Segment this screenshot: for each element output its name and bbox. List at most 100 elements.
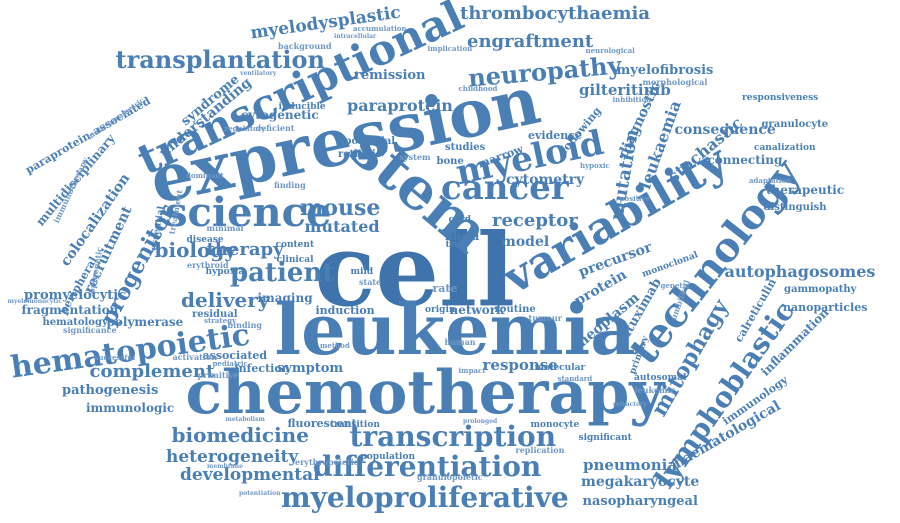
word-imaging: imaging [257, 291, 313, 305]
word-rate: rate [432, 281, 458, 295]
word-differentiation: differentiation [313, 450, 542, 483]
word-system: system [399, 152, 431, 162]
word-autophagosomes: autophagosomes [724, 262, 876, 281]
word-science: science [165, 189, 332, 236]
word-gilteritinib: gilteritinib [579, 80, 671, 99]
word-metabolism: metabolism [225, 416, 265, 423]
word-nanoparticles: nanoparticles [783, 300, 868, 314]
word-studies: studies [445, 142, 486, 153]
word-developmental: developmental [180, 464, 320, 485]
word-granulopoietic: granulopoietic [417, 472, 483, 482]
word-evidence: evidence [528, 128, 582, 142]
word-inhibition: inhibition [612, 94, 652, 104]
word-monocyte: monocyte [530, 419, 580, 430]
word-associated: associated [202, 348, 268, 362]
word-potentiation: potentiation [239, 490, 281, 497]
word-potential: potential [344, 136, 396, 147]
word-inducible: inducible [278, 101, 326, 112]
word-disease: disease [186, 234, 224, 245]
word-childhood: childhood [458, 83, 498, 93]
word-complement: complement [89, 361, 215, 382]
word-retinoic: retinoic [338, 149, 382, 160]
word-hematology: hematology [42, 317, 108, 328]
word-granulocyte: granulocyte [761, 119, 829, 130]
word-immunologic: immunologic [86, 401, 175, 415]
word-test: test [445, 239, 465, 250]
word-impact: impact [458, 365, 486, 375]
word-morphological: morphological [642, 77, 708, 87]
word-responsiveness: responsiveness [742, 92, 819, 103]
word-finding: finding [274, 180, 306, 190]
word-cytogenetic: cytogenetic [241, 108, 319, 122]
word-content: content [275, 239, 315, 250]
word-standard: standard [557, 373, 593, 383]
word-leukemia: leukemia [274, 288, 636, 371]
word-pneumonia: pneumonia [583, 455, 678, 474]
word-distinguish: distinguish [763, 202, 827, 213]
word-origin: origin [425, 304, 456, 315]
word-response: response [482, 355, 558, 374]
word-fluorescent: fluorescent [287, 416, 357, 430]
word-polymerase: polymerase [106, 315, 184, 329]
word-mild: mild [350, 266, 374, 277]
word-replication: replication [515, 445, 565, 455]
word-thrombocythaemia: thrombocythaemia [460, 3, 651, 24]
word-therapy: therapy [206, 239, 284, 260]
word-human: human [444, 337, 476, 347]
word-paraprotein: paraprotein [347, 96, 453, 115]
word-nasopharyngeal: nasopharyngeal [582, 493, 698, 509]
word-myeloproliferative: myeloproliferative [281, 481, 569, 514]
word-dominant: dominant [186, 170, 224, 180]
word-significant: significant [578, 432, 632, 443]
word-therapeutic: therapeutic [766, 183, 845, 197]
word-state: state [359, 277, 382, 287]
word-promyelocytic: promyelocytic [24, 287, 127, 303]
word-residual: residual [192, 309, 238, 320]
word-pediatric: pediatric [212, 358, 248, 368]
word-blood: blood [445, 229, 480, 243]
word-membrane: membrane [207, 463, 243, 470]
word-gammopathy: gammopathy [784, 284, 857, 295]
word-erythroid: erythroid [187, 260, 229, 270]
word-primitive: primitive [197, 370, 239, 380]
word-autosomal: autosomal [634, 372, 687, 383]
word-refractory: refractory [613, 401, 647, 408]
word-clinical: clinical [276, 254, 314, 265]
word-leukemic: leukemic [634, 385, 676, 395]
word-myelomonocytic: myelomonocytic [7, 298, 63, 305]
word-induction: induction [315, 303, 375, 317]
word-cell: cell [314, 211, 516, 329]
word-regulatory: regulatory [224, 123, 266, 133]
word-receptor: receptor [492, 210, 578, 231]
word-adaptation: adaptation [749, 175, 792, 185]
word-ventilatory: ventilatory [240, 70, 277, 77]
word-positive: positive [619, 193, 651, 203]
word-neurological: neurological [585, 45, 635, 55]
word-infection: infection [234, 361, 290, 375]
word-prolonged: prolonged [463, 418, 498, 425]
word-minimal: minimal [206, 223, 244, 233]
word-deficient: deficient [255, 123, 295, 133]
word-strategy: strategy [204, 315, 237, 325]
word-connecting: connecting [707, 153, 783, 167]
word-successful: successful [94, 352, 136, 362]
word-population: population [360, 451, 416, 462]
word-erythropoietic: erythropoietic [295, 457, 359, 467]
word-cord: cord [448, 214, 472, 225]
word-patient: patient [230, 258, 335, 288]
word-myelofibrosis: myelofibrosis [616, 62, 714, 78]
word-molecular: molecular [534, 362, 586, 373]
word-symptom: symptom [277, 360, 344, 376]
word-bone: bone [436, 156, 464, 167]
word-tumour: tumour [528, 313, 562, 323]
word-method: method [320, 340, 350, 350]
word-pathogenesis: pathogenesis [62, 382, 159, 398]
word-background: background [278, 41, 332, 51]
word-biology: biology [154, 238, 236, 262]
word-implication: implication [427, 43, 473, 53]
word-binding: binding [227, 320, 263, 330]
word-canalization: canalization [754, 142, 816, 153]
word-fragmentation: fragmentation [21, 303, 119, 317]
word-hypoxia: hypoxia [205, 266, 245, 277]
